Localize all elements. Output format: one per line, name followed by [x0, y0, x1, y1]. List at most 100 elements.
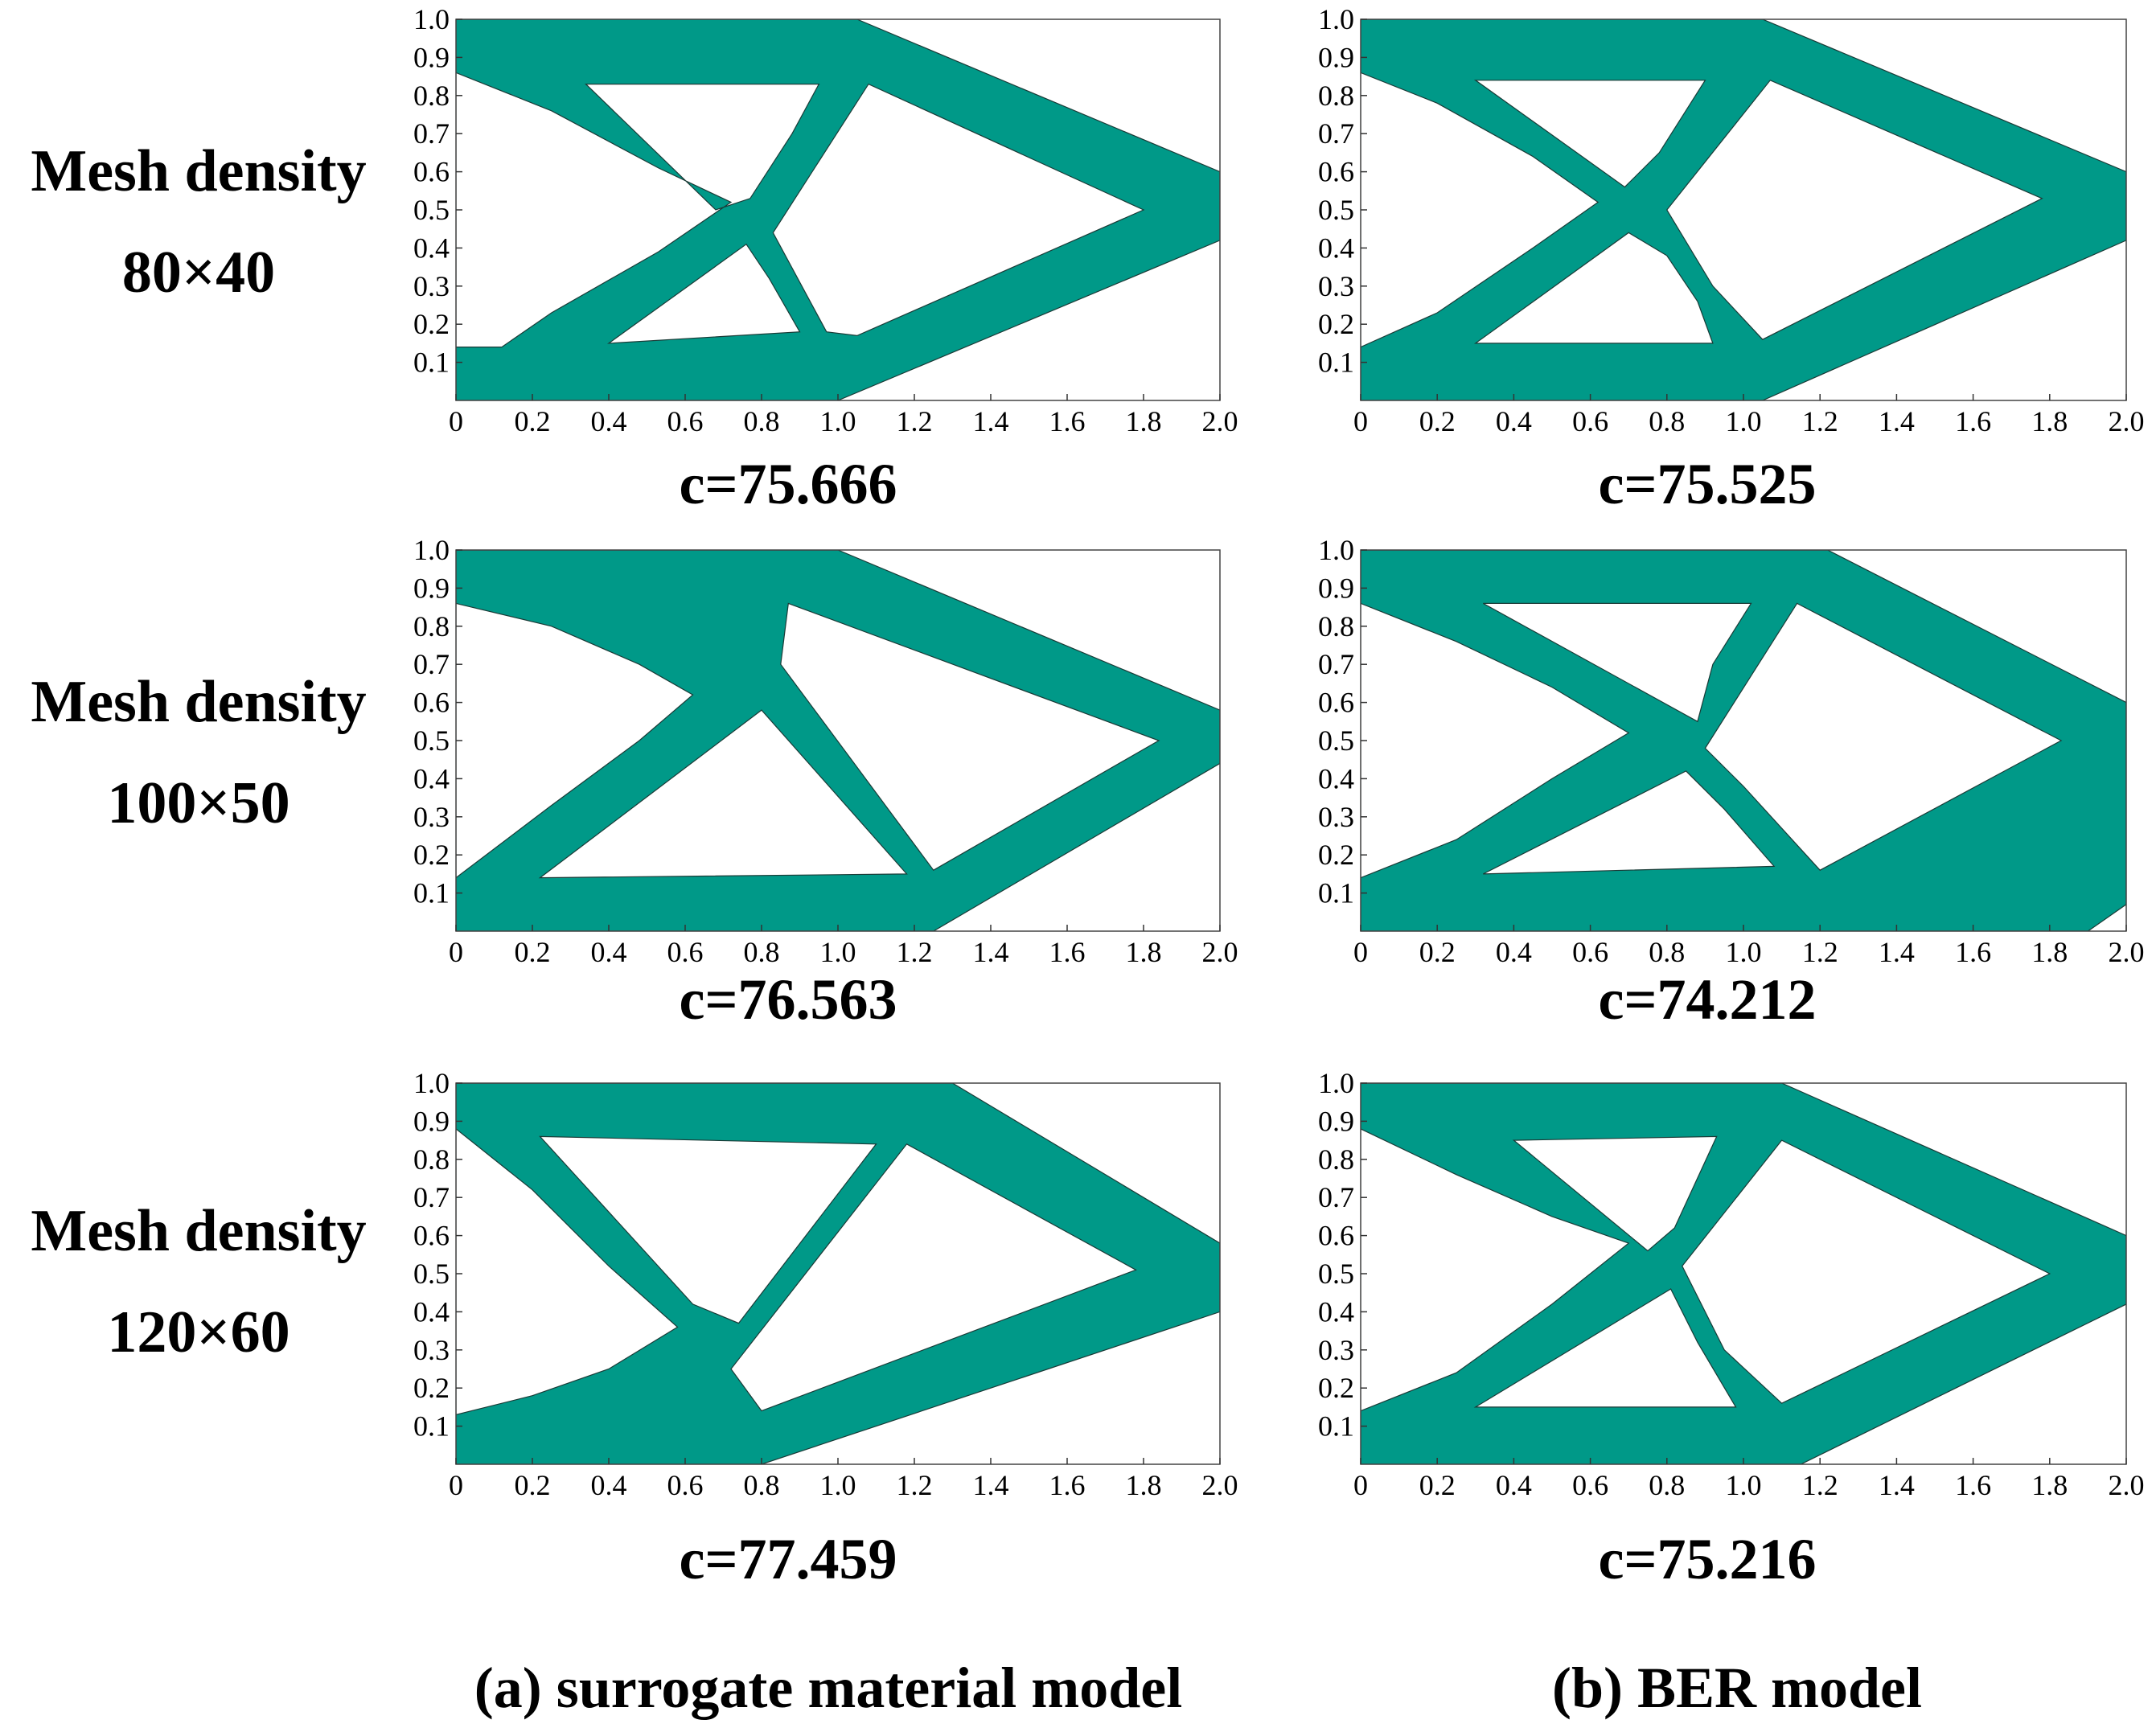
y-tick-label: 0.1	[1318, 877, 1354, 909]
y-tick-label: 0.6	[413, 687, 450, 719]
x-tick-label: 1.6	[1049, 936, 1086, 968]
y-tick-label: 0.4	[413, 232, 450, 264]
x-tick-label: 0.6	[667, 1469, 704, 1501]
x-tick-label: 1.4	[973, 1469, 1009, 1501]
y-tick-label: 0.7	[413, 117, 450, 150]
y-tick-label: 0.2	[1318, 308, 1354, 340]
x-tick-label: 0.6	[667, 405, 704, 437]
x-tick-label: 1.6	[1955, 1469, 1991, 1501]
x-tick-label: 0.6	[1572, 1469, 1608, 1501]
y-tick-label: 0.4	[413, 762, 450, 794]
y-tick-label: 0.1	[413, 1410, 450, 1443]
y-tick-label: 0.8	[1318, 610, 1354, 642]
x-tick-label: 0.6	[1572, 936, 1608, 968]
y-tick-label: 0.6	[1318, 687, 1354, 719]
y-tick-label: 0.1	[1318, 347, 1354, 379]
y-tick-label: 0.8	[413, 1143, 450, 1176]
y-tick-label: 0.2	[413, 839, 450, 871]
y-tick-label: 0.4	[413, 1295, 450, 1328]
row-label-1-line2: 80×40	[121, 240, 276, 306]
x-tick-label: 0.4	[1496, 936, 1532, 968]
y-tick-label: 0.6	[413, 156, 450, 188]
y-tick-label: 0.1	[413, 877, 450, 909]
row-label-3-line2: 120×60	[107, 1299, 290, 1365]
y-tick-label: 0.3	[413, 1334, 450, 1366]
y-tick-label: 0.3	[413, 801, 450, 833]
caption-surrogate-model: (a) surrogate material model	[474, 1656, 1183, 1720]
y-tick-label: 0.7	[1318, 1181, 1354, 1213]
y-tick-label: 1.0	[413, 534, 450, 566]
x-tick-label: 1.4	[973, 936, 1009, 968]
compliance-b-2: c=74.212	[1598, 967, 1817, 1032]
x-tick-label: 1.0	[1726, 936, 1762, 968]
structure-material	[1361, 19, 2126, 400]
structure-material	[456, 19, 1220, 400]
x-tick-label: 2.0	[2109, 1469, 2145, 1501]
y-tick-label: 0.8	[1318, 1143, 1354, 1176]
y-tick-label: 0.4	[1318, 762, 1354, 794]
x-tick-label: 1.6	[1955, 405, 1991, 437]
compliance-a-2: c=76.563	[679, 967, 897, 1032]
x-tick-label: 1.0	[1726, 405, 1762, 437]
x-tick-label: 0.2	[1419, 936, 1456, 968]
row-label-2-line2: 100×50	[107, 770, 290, 836]
y-tick-label: 0.8	[413, 610, 450, 642]
x-tick-label: 0.4	[591, 405, 627, 437]
x-tick-label: 0	[449, 1469, 463, 1501]
panel-b-1: 0 0.2 0.4 0.6 0.8 1.0 1.2 1.4 1.6 1.8 2.0 0.1 0.2 0.3…	[1318, 3, 2145, 437]
x-tick-label: 1.2	[897, 405, 933, 437]
compliance-b-3: c=75.216	[1598, 1527, 1817, 1591]
caption-ber-model: (b) BER model	[1551, 1656, 1923, 1720]
y-tick-label: 0.8	[413, 80, 450, 112]
y-tick-label: 0.9	[413, 41, 450, 73]
y-tick-label: 0.7	[1318, 648, 1354, 680]
x-tick-label: 0.8	[1649, 405, 1685, 437]
x-tick-label: 1.0	[820, 405, 856, 437]
structure-material	[1361, 550, 2126, 931]
x-tick-label: 2.0	[1202, 405, 1238, 437]
y-tick-label: 1.0	[413, 1067, 450, 1099]
y-tick-label: 0.1	[413, 347, 450, 379]
x-tick-label: 0	[1353, 936, 1368, 968]
x-tick-label: 0.6	[667, 936, 704, 968]
x-tick-label: 0.8	[1649, 936, 1685, 968]
x-tick-label: 1.4	[973, 405, 1009, 437]
x-tick-label: 0.4	[1496, 405, 1532, 437]
panel-a-2: 0 0.2 0.4 0.6 0.8 1.0 1.2 1.4 1.6 1.8 2.0 0.1 0.2 0.3…	[413, 534, 1238, 968]
x-tick-label: 1.6	[1955, 936, 1991, 968]
x-tick-label: 1.4	[1879, 1469, 1915, 1501]
y-tick-label: 0.5	[413, 724, 450, 757]
y-tick-label: 0.6	[1318, 156, 1354, 188]
x-tick-label: 1.2	[1802, 1469, 1838, 1501]
x-tick-label: 0.8	[744, 1469, 780, 1501]
y-tick-label: 0.5	[1318, 724, 1354, 757]
y-tick-label: 1.0	[1318, 3, 1354, 35]
x-tick-label: 0.2	[515, 936, 551, 968]
x-tick-label: 0.2	[515, 1469, 551, 1501]
y-tick-label: 0.9	[1318, 1105, 1354, 1137]
x-tick-label: 0.8	[744, 936, 780, 968]
x-tick-label: 2.0	[1202, 1469, 1238, 1501]
structure-material	[1361, 1083, 2126, 1464]
y-tick-label: 0.5	[413, 194, 450, 226]
structure-material	[456, 1083, 1220, 1464]
y-tick-label: 0.7	[413, 1181, 450, 1213]
y-tick-label: 0.3	[1318, 270, 1354, 302]
structure-material	[456, 550, 1220, 931]
compliance-a-1: c=75.666	[679, 452, 897, 516]
y-tick-label: 0.9	[413, 572, 450, 604]
x-tick-label: 1.6	[1049, 1469, 1086, 1501]
x-tick-label: 1.6	[1049, 405, 1086, 437]
y-tick-label: 0.2	[1318, 839, 1354, 871]
y-tick-label: 0.2	[413, 1372, 450, 1404]
y-tick-label: 0.5	[1318, 1258, 1354, 1290]
x-tick-label: 1.8	[1126, 936, 1162, 968]
x-tick-label: 1.8	[1126, 1469, 1162, 1501]
x-tick-label: 1.8	[2031, 405, 2068, 437]
y-tick-label: 0.5	[413, 1258, 450, 1290]
y-tick-label: 0.2	[413, 308, 450, 340]
x-tick-label: 0.8	[744, 405, 780, 437]
x-tick-label: 2.0	[2109, 405, 2145, 437]
panel-a-3: 0 0.2 0.4 0.6 0.8 1.0 1.2 1.4 1.6 1.8 2.0 0.1 0.2 0.3…	[413, 1067, 1238, 1501]
